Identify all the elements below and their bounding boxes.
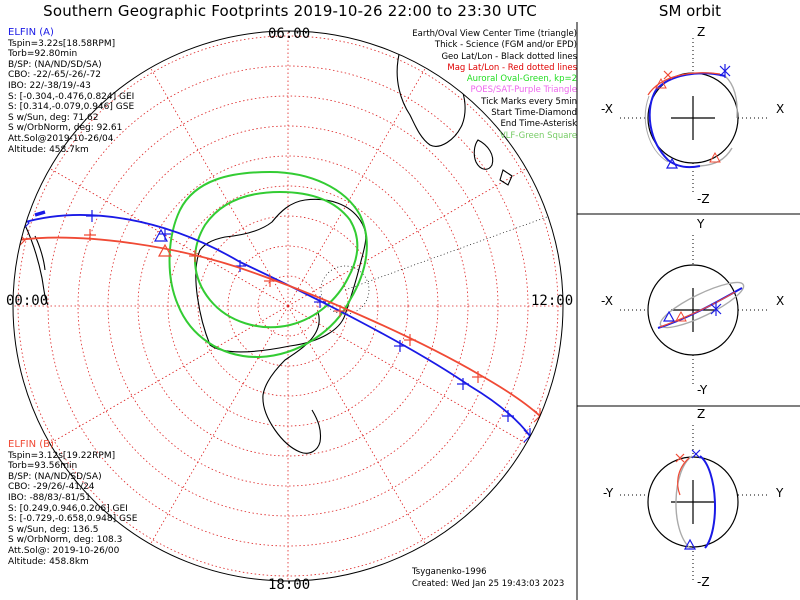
elfin-b-line: B/SP: (NA/ND/SD/SA) — [8, 471, 102, 482]
sm3-axis-right: Y — [776, 486, 784, 500]
sm3-axis-top: Z — [697, 407, 706, 421]
elfin-a-line: B/SP: (NA/ND/SD/SA) — [8, 59, 102, 70]
legend-item: POES/SAT-Purple Triangle — [470, 85, 577, 96]
elfin-b-line: Att.Sol@: 2019-10-26/00 — [8, 545, 120, 556]
mag-grid — [13, 31, 563, 581]
elfin-a-line: Att.Sol@2019-10-26/04 — [8, 133, 114, 144]
legend: Earth/Oval View Center Time (triangle) T… — [412, 29, 577, 142]
elfin-a-line: IBO: 22/-38/19/-43 — [8, 80, 91, 91]
elfin-b-line: CBO: -29/26/-41/24 — [8, 482, 95, 493]
sm-panel-xy — [620, 235, 768, 385]
created-timestamp: Created: Wed Jan 25 19:43:03 2023 — [412, 579, 565, 589]
time-label-right: 12:00 — [531, 293, 574, 309]
elfin-a-line: S w/Sun, deg: 71.62 — [8, 112, 99, 123]
elfin-b-line: Torb=93.56min — [8, 461, 78, 472]
sm2-axis-top: Y — [697, 217, 705, 231]
legend-item: Geo Lat/Lon - Black dotted lines — [441, 51, 577, 62]
elfin-a-line: S w/OrbNorm, deg: 92.61 — [8, 123, 123, 134]
sm-orbit-title: SM orbit — [658, 2, 722, 20]
panel-frames — [576, 22, 800, 600]
legend-item: Tick Marks every 5min — [481, 96, 577, 107]
elfin-b-line: S: [-0.729,-0.658,0.948] GSE — [8, 514, 138, 525]
sm3-axis-bottom: -Z — [697, 575, 710, 589]
sm3-axis-left: -Y — [603, 486, 614, 500]
legend-item: VLF-Green Square — [499, 130, 577, 141]
sm1-axis-top: Z — [697, 25, 706, 39]
elfin-a-line: CBO: -22/-65/-26/-72 — [8, 70, 102, 81]
elfin-b-line: Tspin=3.12s[19.22RPM] — [8, 450, 116, 461]
elfin-a-line: S: [-0.304,-0.476,0.824] GEI — [8, 91, 135, 102]
sm2-axis-right: X — [776, 294, 785, 308]
legend-item: End Time-Asterisk — [500, 119, 577, 130]
legend-item: Auroral Oval-Green, kp=2 — [466, 74, 577, 85]
elfin-a-line: S: [0.314,-0.079,0.946] GSE — [8, 102, 135, 113]
sm2-axis-bottom: -Y — [697, 383, 708, 397]
sm1-axis-bottom: -Z — [697, 192, 710, 206]
time-label-top: 06:00 — [268, 26, 311, 42]
elfin-b-line: S w/Sun, deg: 136.5 — [8, 524, 99, 535]
legend-item: Start Time-Diamond — [491, 108, 577, 119]
time-label-left: 00:00 — [6, 293, 49, 309]
plot-title: Southern Geographic Footprints 2019-10-2… — [43, 2, 537, 20]
elfin-a-line: Torb=92.80min — [8, 49, 78, 60]
elfin-a-line: Tspin=3.22s[18.58RPM] — [8, 38, 116, 49]
sm2-axis-left: -X — [601, 294, 613, 308]
time-label-bottom: 18:00 — [268, 577, 311, 593]
elfin-a-info: ELFIN (A) Tspin=3.22s[18.58RPM] Torb=92.… — [8, 27, 135, 155]
model-label: Tsyganenko-1996 — [412, 567, 487, 577]
auroral-oval — [168, 170, 368, 359]
sm-panel-xz — [620, 38, 768, 195]
elfin-a-name: ELFIN (A) — [8, 27, 54, 38]
legend-item: Thick - Science (FGM and/or EPD) — [434, 40, 577, 51]
legend-item: Earth/Oval View Center Time (triangle) — [412, 29, 577, 39]
elfin-b-name: ELFIN (B) — [8, 439, 54, 450]
map-boundary — [12, 30, 564, 582]
geo-grid — [320, 204, 563, 315]
sm-panel-yz — [620, 425, 768, 580]
elfin-b-line: Altitude: 458.8km — [8, 556, 89, 567]
elfin-b-info: ELFIN (B) Tspin=3.12s[19.22RPM] Torb=93.… — [8, 439, 138, 567]
elfin-b-line: S w/OrbNorm, deg: 108.3 — [8, 535, 123, 546]
legend-item: Mag Lat/Lon - Red dotted lines — [447, 62, 577, 73]
sm1-axis-right: X — [776, 102, 785, 116]
elfin-a-line: Altitude: 458.7km — [8, 144, 89, 155]
polar-map — [13, 31, 563, 581]
elfin-b-line: IBO: -88/83/-81/51 — [8, 492, 91, 503]
sm1-axis-left: -X — [601, 102, 613, 116]
elfin-b-line: S: [0.249,0.946,0.206] GEI — [8, 503, 128, 514]
